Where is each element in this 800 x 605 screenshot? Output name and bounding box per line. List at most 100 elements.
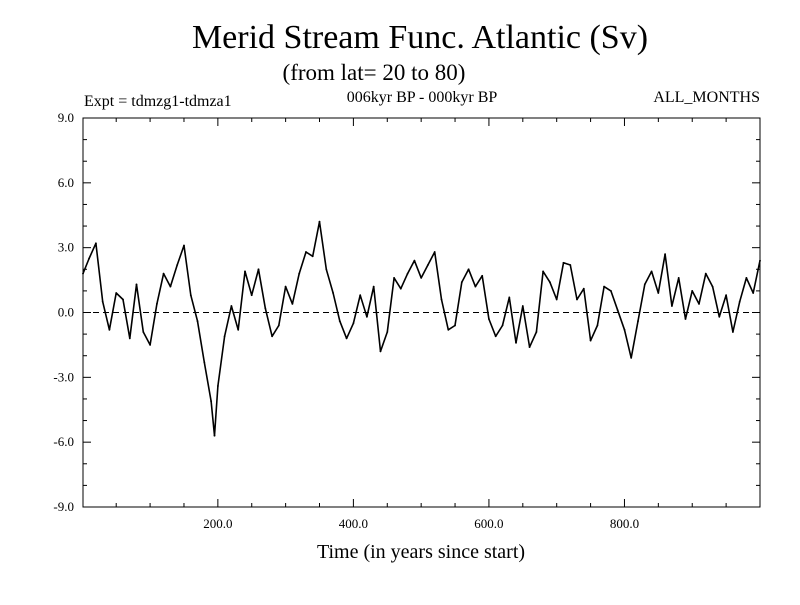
data-point bbox=[643, 283, 646, 286]
data-point bbox=[318, 220, 321, 223]
data-point bbox=[718, 315, 721, 318]
data-point bbox=[454, 324, 456, 327]
data-point bbox=[440, 298, 443, 301]
data-point bbox=[305, 251, 307, 253]
data-point bbox=[189, 294, 192, 297]
data-point bbox=[203, 361, 206, 364]
data-point bbox=[576, 298, 578, 301]
data-point bbox=[664, 253, 666, 256]
data-point bbox=[752, 292, 755, 294]
data-point bbox=[494, 335, 497, 338]
data-point bbox=[379, 350, 382, 353]
data-point bbox=[549, 281, 551, 284]
data-point bbox=[298, 272, 301, 275]
series-line bbox=[82, 220, 761, 437]
data-point bbox=[562, 261, 565, 264]
data-point bbox=[406, 272, 409, 275]
data-point bbox=[603, 285, 605, 288]
data-point bbox=[684, 318, 687, 320]
plot-layer: 9.0 6.0 3.0 0.0 -3.0 -6.0 -9.0 200.0 400.0 600.0 8… bbox=[53, 110, 761, 531]
data-point bbox=[467, 268, 470, 271]
data-point bbox=[135, 283, 138, 286]
data-point bbox=[244, 270, 246, 273]
data-point bbox=[623, 328, 626, 331]
data-point bbox=[169, 285, 172, 288]
data-point bbox=[162, 272, 165, 275]
data-point bbox=[176, 264, 179, 266]
data-point bbox=[711, 285, 714, 288]
data-point bbox=[399, 287, 402, 290]
data-point bbox=[108, 328, 111, 331]
data-point bbox=[366, 315, 368, 318]
data-point bbox=[345, 337, 348, 340]
data-point bbox=[677, 277, 680, 279]
data-point bbox=[257, 268, 260, 271]
data-point bbox=[122, 298, 124, 301]
data-point bbox=[501, 324, 504, 327]
data-point bbox=[250, 294, 253, 297]
data-point bbox=[338, 320, 341, 322]
data-point bbox=[352, 322, 355, 325]
data-point bbox=[372, 285, 375, 288]
data-point bbox=[427, 264, 429, 266]
x-tick-label: 600.0 bbox=[474, 516, 503, 531]
y-tick-label: 9.0 bbox=[58, 110, 74, 125]
data-point bbox=[650, 270, 653, 273]
data-point bbox=[271, 335, 273, 338]
data-point bbox=[508, 296, 511, 299]
data-point bbox=[311, 255, 314, 258]
y-tick-label: 6.0 bbox=[58, 175, 74, 190]
data-point bbox=[738, 300, 741, 303]
data-point bbox=[521, 305, 524, 307]
x-tick-label: 400.0 bbox=[339, 516, 368, 531]
data-point bbox=[101, 300, 104, 303]
data-point bbox=[616, 309, 619, 312]
data-point bbox=[217, 385, 219, 387]
data-point bbox=[582, 287, 585, 290]
data-point bbox=[332, 292, 334, 294]
data-point bbox=[657, 292, 660, 294]
data-point bbox=[433, 251, 436, 253]
data-point bbox=[149, 344, 152, 346]
data-point bbox=[277, 324, 280, 327]
data-point bbox=[698, 303, 700, 305]
data-point bbox=[610, 290, 612, 292]
y-tick-label: -3.0 bbox=[53, 369, 74, 384]
x-tick-label: 200.0 bbox=[203, 516, 232, 531]
data-point bbox=[264, 307, 267, 310]
period-label: 006kyr BP - 000kyr BP bbox=[347, 89, 498, 106]
data-point bbox=[704, 272, 707, 275]
y-tick-label: -9.0 bbox=[53, 499, 74, 514]
data-point bbox=[156, 303, 158, 305]
data-point bbox=[725, 294, 727, 297]
x-axis-label: Time (in years since start) bbox=[317, 541, 525, 563]
data-point bbox=[359, 294, 362, 297]
data-point bbox=[488, 318, 490, 320]
data-point bbox=[183, 244, 185, 247]
data-point bbox=[413, 259, 416, 262]
data-point bbox=[528, 346, 531, 348]
chart-subtitle: (from lat= 20 to 80) bbox=[283, 60, 466, 85]
plot-frame bbox=[82, 117, 761, 508]
data-point bbox=[630, 357, 633, 359]
months-label: ALL_MONTHS bbox=[653, 89, 760, 106]
data-point bbox=[386, 331, 389, 333]
data-point bbox=[460, 281, 463, 284]
data-point bbox=[596, 324, 599, 327]
data-point bbox=[637, 320, 639, 322]
data-point bbox=[213, 434, 216, 437]
experiment-label: Expt = tdmzg1-tdmza1 bbox=[84, 93, 232, 110]
data-point bbox=[142, 331, 145, 333]
data-point bbox=[230, 305, 233, 307]
data-point bbox=[88, 257, 90, 260]
data-point bbox=[420, 277, 423, 279]
data-point bbox=[325, 268, 328, 271]
data-point bbox=[569, 264, 572, 266]
data-point bbox=[691, 290, 694, 292]
data-point bbox=[284, 285, 287, 288]
data-point bbox=[196, 320, 199, 322]
data-point bbox=[128, 337, 131, 340]
data-point bbox=[671, 305, 673, 307]
data-point bbox=[447, 328, 450, 331]
